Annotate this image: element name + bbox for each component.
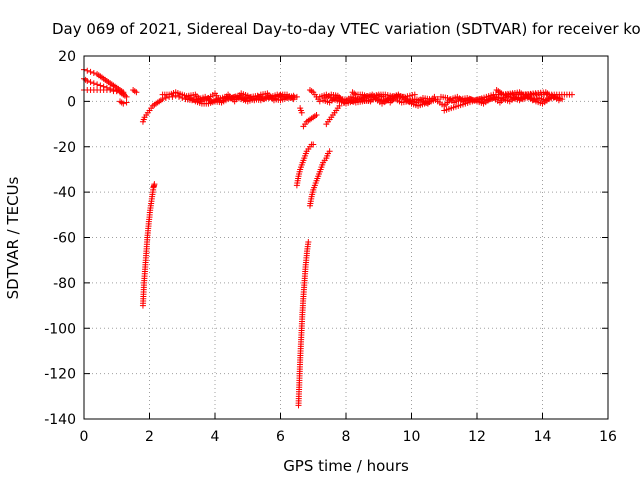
x-tick-label: 2	[145, 429, 154, 445]
data-point	[298, 109, 305, 116]
data-point	[310, 141, 317, 148]
gridlines	[84, 56, 608, 419]
x-tick-label: 12	[468, 429, 486, 445]
x-tick-label: 6	[276, 429, 285, 445]
data-point	[175, 93, 182, 100]
y-tick-label: 20	[58, 49, 76, 65]
data-point	[123, 99, 130, 106]
data-point	[555, 97, 562, 104]
data-point	[87, 68, 94, 75]
y-tick-label: -140	[44, 412, 76, 428]
data-point	[107, 87, 114, 94]
data-point	[120, 100, 127, 107]
data-point	[87, 79, 94, 86]
data-point	[84, 77, 91, 84]
data-point	[151, 181, 158, 188]
x-tick-label: 16	[599, 429, 617, 445]
data-point	[90, 70, 97, 77]
data-point	[90, 80, 97, 87]
y-tick-label: -80	[53, 276, 76, 292]
x-tick-label: 4	[211, 429, 220, 445]
data-point	[313, 111, 320, 118]
data-point	[123, 93, 130, 100]
data-point	[117, 89, 124, 96]
data-point	[411, 91, 418, 98]
data-point	[568, 91, 575, 98]
data-point	[162, 94, 169, 101]
data-point	[120, 90, 127, 97]
data-point	[133, 89, 140, 96]
data-point	[305, 239, 312, 246]
data-point	[293, 93, 300, 100]
data-point	[431, 93, 438, 100]
data-point	[113, 88, 120, 95]
y-axis-label: SDTVAR / TECUs	[4, 176, 22, 299]
data-point	[169, 93, 176, 100]
data-point	[290, 92, 297, 99]
x-tick-label: 10	[403, 429, 421, 445]
x-tick-label: 14	[534, 429, 552, 445]
data-point	[94, 81, 101, 88]
data-points	[81, 66, 575, 409]
y-tick-label: 0	[67, 94, 76, 110]
data-point	[84, 67, 91, 74]
y-tick-label: -60	[53, 231, 76, 247]
x-axis-label: GPS time / hours	[283, 457, 409, 475]
x-tick-label: 8	[342, 429, 351, 445]
chart-title: Day 069 of 2021, Sidereal Day-to-day VTE…	[52, 20, 640, 38]
y-tick-label: -20	[53, 140, 76, 156]
y-tick-label: -40	[53, 185, 76, 201]
y-tick-label: -100	[44, 321, 76, 337]
y-tick-label: -120	[44, 367, 76, 383]
data-point	[326, 148, 333, 155]
data-point	[426, 96, 433, 103]
x-tick-label: 0	[80, 429, 89, 445]
axis-ticks: 0 2 4 6 8 10 12 14 16 -140 -120 -100 -80 -60 -40 -20 0 20	[44, 49, 617, 445]
